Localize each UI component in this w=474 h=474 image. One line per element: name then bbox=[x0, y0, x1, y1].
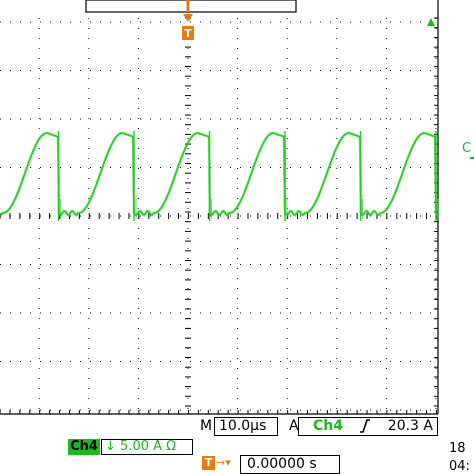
impedance-icon: Ω bbox=[166, 439, 177, 454]
channel-4-offset-arrow bbox=[427, 18, 435, 26]
channel-4-scale: 5.00 A bbox=[120, 439, 163, 454]
timebase-mode-label: M bbox=[200, 418, 213, 434]
trigger-marker bbox=[182, 26, 194, 40]
waveform-glow bbox=[0, 131, 439, 217]
display-overlays: T bbox=[85, 0, 474, 159]
trigger-mode-label: A bbox=[289, 418, 299, 434]
timebase-value: 10.0µs bbox=[219, 418, 267, 434]
channel-4-scale-readout[interactable]: ↓ 5.00 A Ω bbox=[101, 439, 193, 455]
rising-edge-icon bbox=[359, 419, 371, 438]
channel-4-label[interactable]: Ch4 bbox=[68, 439, 100, 455]
trigger-point-arrow bbox=[183, 14, 193, 22]
trigger-marker-label: T bbox=[184, 27, 192, 40]
timebase-readout[interactable]: 10.0µs bbox=[214, 417, 278, 436]
horizontal-position-readout[interactable]: 0.00000 s bbox=[240, 455, 340, 474]
trigger-source: Ch4 bbox=[313, 418, 343, 434]
clock-time: 04: bbox=[449, 459, 470, 474]
trigger-position-icon: T bbox=[202, 456, 215, 470]
trigger-level: 20.3 A bbox=[387, 418, 433, 434]
down-arrow-icon: ↓ bbox=[105, 439, 116, 454]
record-length-bar bbox=[85, 0, 297, 13]
horizontal-position-value: 0.00000 s bbox=[247, 456, 317, 472]
date-day: 18 bbox=[449, 441, 466, 456]
trigger-readout[interactable]: Ch4 20.3 A bbox=[298, 417, 438, 436]
trigger-arrow-icon: →▾ bbox=[216, 456, 231, 469]
graticule-grid bbox=[0, 0, 439, 415]
channel-4-waveform bbox=[0, 131, 439, 221]
waveform-trace bbox=[0, 132, 439, 216]
channel-side-label: C bbox=[462, 141, 472, 156]
